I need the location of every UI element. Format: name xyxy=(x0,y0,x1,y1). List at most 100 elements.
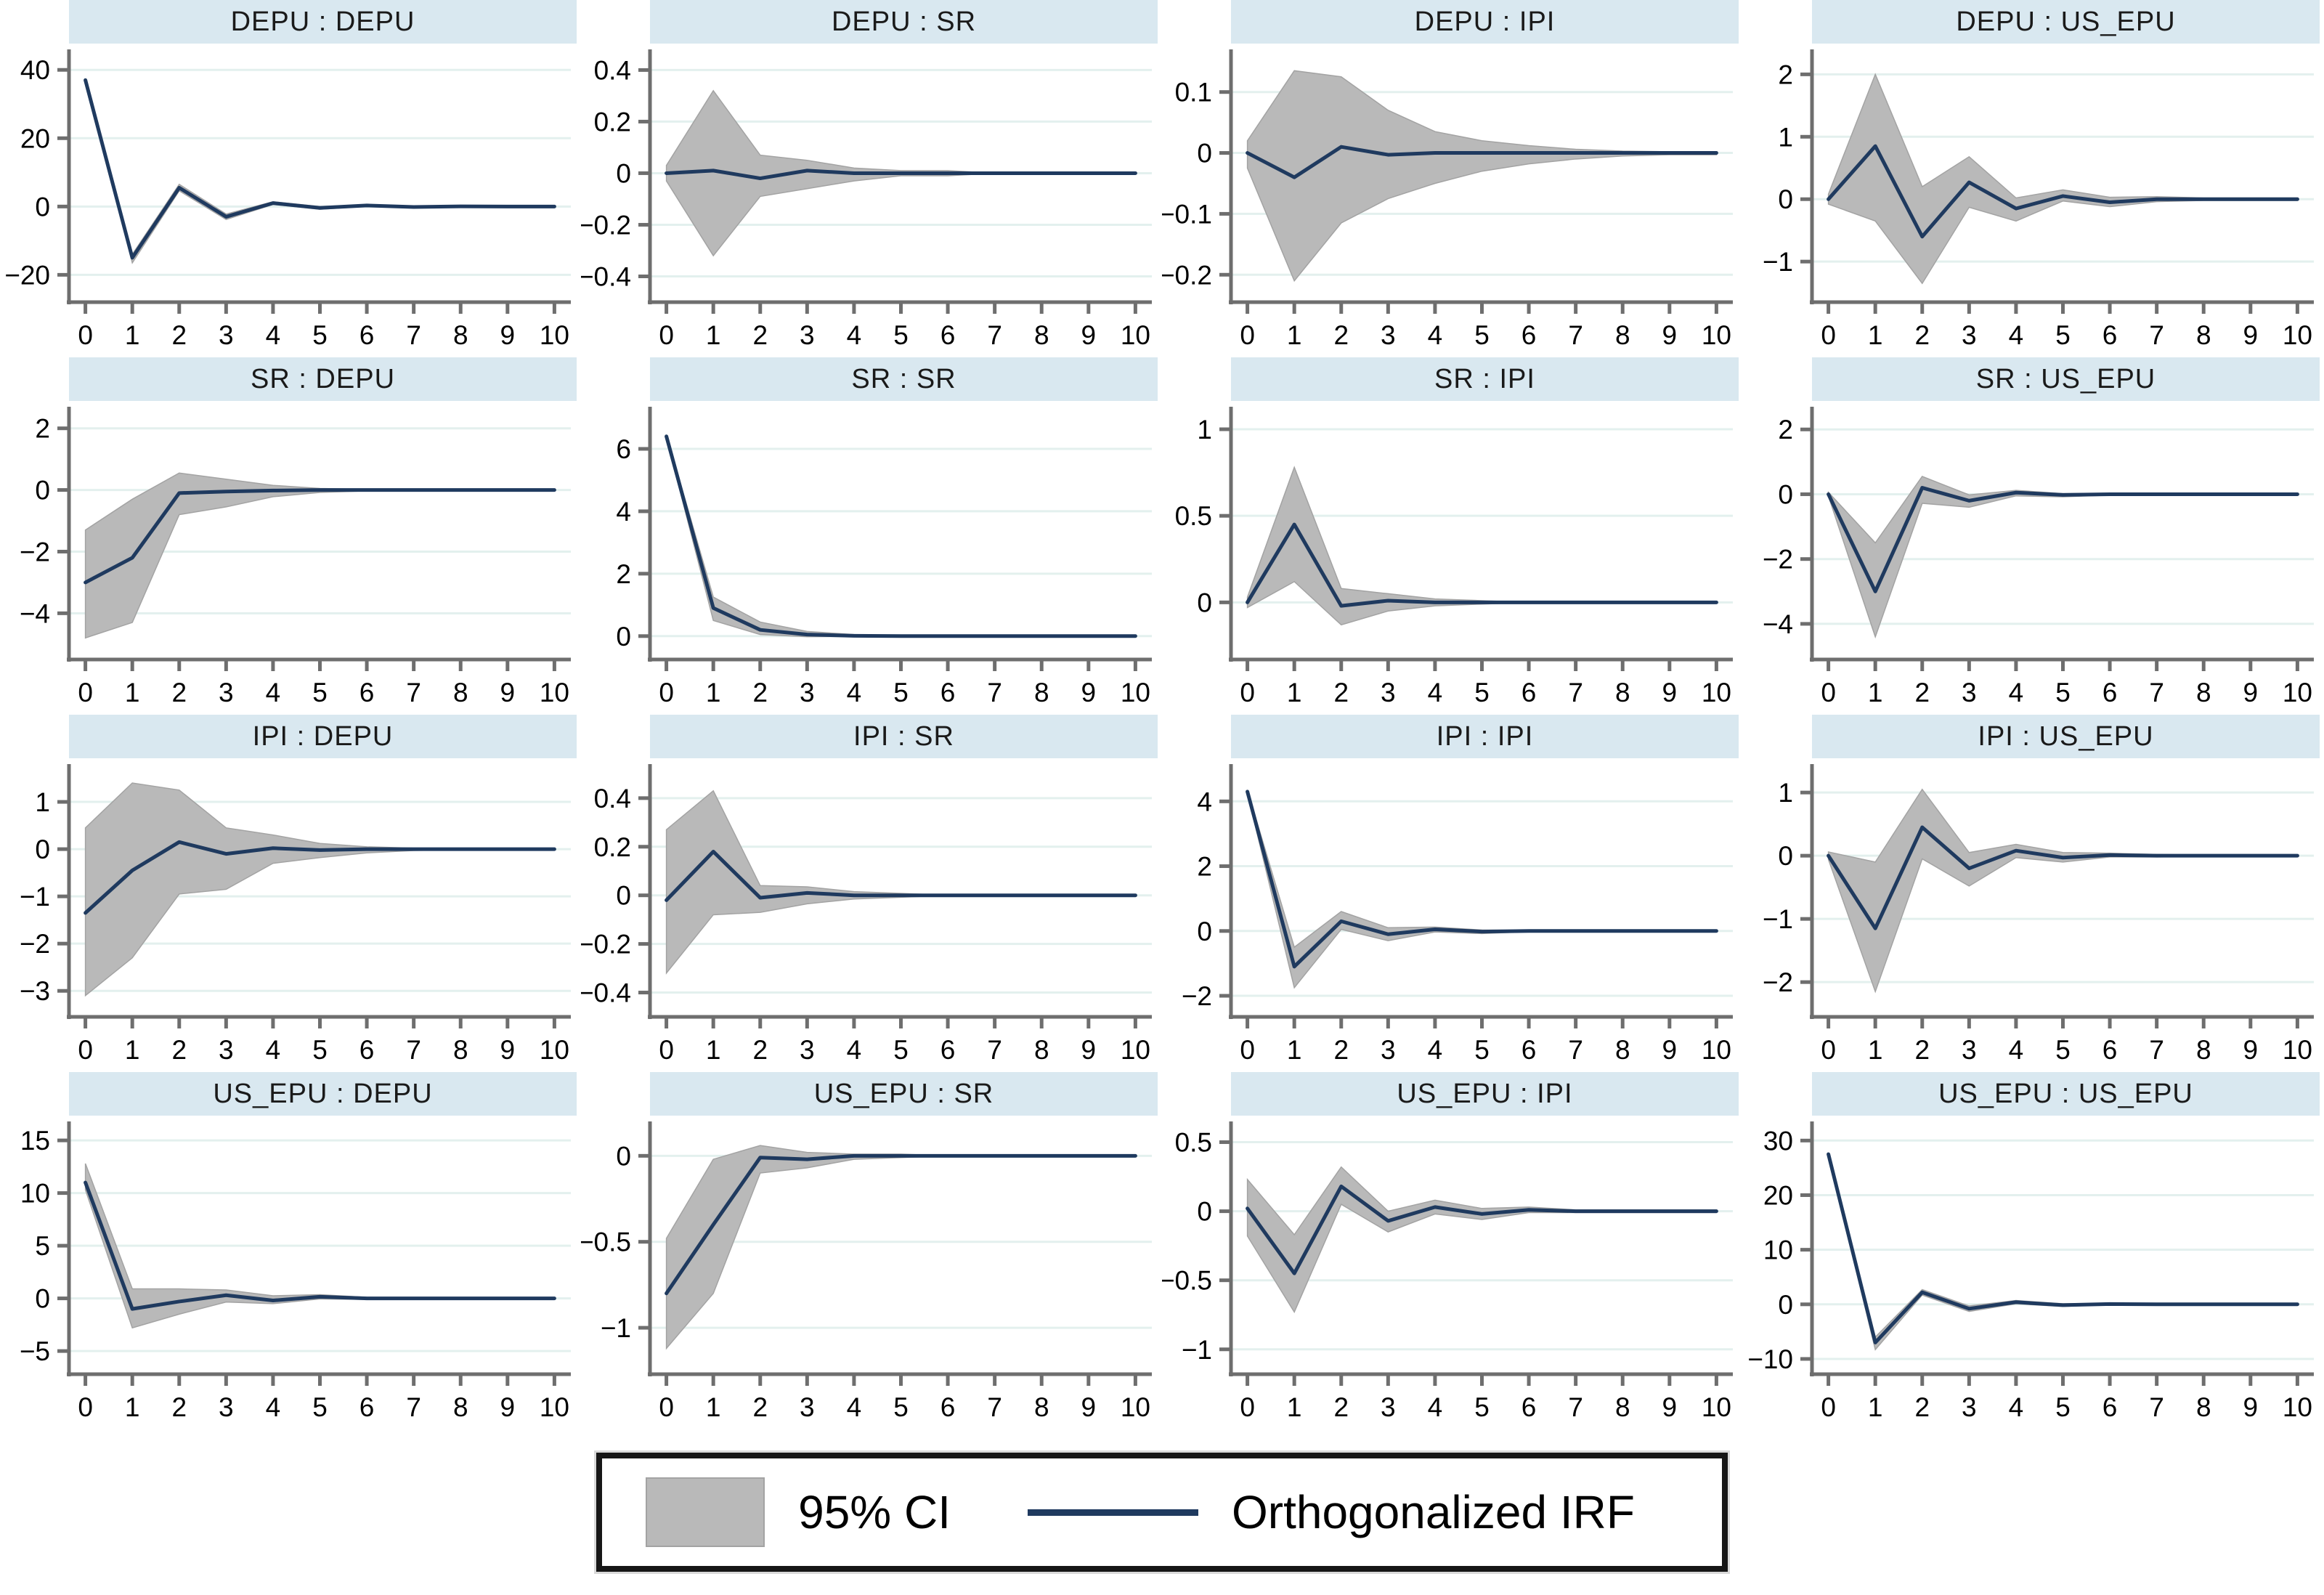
svg-text:5: 5 xyxy=(893,1035,909,1065)
svg-text:8: 8 xyxy=(1615,320,1630,350)
svg-text:2: 2 xyxy=(1914,1035,1930,1065)
svg-text:9: 9 xyxy=(1662,1035,1678,1065)
panel-title: DEPU : US_EPU xyxy=(1812,0,2320,44)
svg-text:5: 5 xyxy=(2055,678,2071,707)
svg-text:5: 5 xyxy=(35,1231,50,1261)
svg-text:3: 3 xyxy=(219,320,234,350)
svg-text:8: 8 xyxy=(453,1035,468,1065)
svg-text:4: 4 xyxy=(1428,1035,1443,1065)
svg-text:0: 0 xyxy=(35,192,50,222)
svg-text:8: 8 xyxy=(1034,1035,1049,1065)
panel-plot: 1 0.5 0 0 1 2 3 4 5 6 7 8 9 10 xyxy=(1175,407,1733,707)
irf-panel: DEPU : SR 0.4 0.2 0 −0.2 −0.4 0 1 2 3 4 5 6 7 8 9 10 xyxy=(581,0,1162,357)
panel-title: DEPU : SR xyxy=(650,0,1158,44)
svg-text:9: 9 xyxy=(2243,1392,2259,1422)
svg-text:2: 2 xyxy=(1333,1392,1349,1422)
svg-text:4: 4 xyxy=(1428,320,1443,350)
svg-text:4: 4 xyxy=(2009,320,2024,350)
svg-text:8: 8 xyxy=(453,678,468,707)
irf-panel: DEPU : US_EPU 2 1 0 −1 0 1 2 3 4 5 6 7 8 9 10 xyxy=(1743,0,2324,357)
svg-text:15: 15 xyxy=(20,1126,50,1156)
svg-text:10: 10 xyxy=(1702,1035,1731,1065)
svg-text:−5: −5 xyxy=(20,1336,50,1366)
svg-text:1: 1 xyxy=(1287,1035,1302,1065)
svg-text:−0.4: −0.4 xyxy=(581,978,631,1008)
svg-text:10: 10 xyxy=(20,1179,50,1209)
panel-plot: 0.4 0.2 0 −0.2 −0.4 0 1 2 3 4 5 6 7 8 9 10 xyxy=(581,764,1152,1065)
svg-text:5: 5 xyxy=(893,678,909,707)
svg-text:3: 3 xyxy=(219,678,234,707)
svg-text:4: 4 xyxy=(2009,1035,2024,1065)
svg-text:7: 7 xyxy=(2149,678,2164,707)
svg-text:7: 7 xyxy=(987,1392,1002,1422)
svg-text:10: 10 xyxy=(540,1035,569,1065)
svg-text:7: 7 xyxy=(2149,1392,2164,1422)
svg-text:3: 3 xyxy=(800,678,815,707)
svg-text:0: 0 xyxy=(78,320,93,350)
irf-panel: IPI : US_EPU 1 0 −1 −2 0 1 2 3 4 5 6 7 8 9 10 xyxy=(1743,715,2324,1072)
panel-title: US_EPU : US_EPU xyxy=(1812,1072,2320,1116)
svg-text:−1: −1 xyxy=(601,1313,631,1343)
svg-text:5: 5 xyxy=(1474,320,1490,350)
svg-text:−1: −1 xyxy=(1763,247,1793,277)
irf-panel: SR : DEPU 2 0 −2 −4 0 1 2 3 4 5 6 7 8 9 10 xyxy=(0,357,581,715)
irf-panel: DEPU : DEPU 40 20 0 −20 0 1 2 3 4 5 6 7 8 9 10 xyxy=(0,0,581,357)
svg-text:0: 0 xyxy=(659,1035,674,1065)
panel-plot: 30 20 10 0 −10 0 1 2 3 4 5 6 7 8 9 10 xyxy=(1747,1121,2314,1422)
svg-text:6: 6 xyxy=(616,434,631,464)
svg-text:6: 6 xyxy=(2102,1392,2118,1422)
svg-text:9: 9 xyxy=(500,678,516,707)
panel-title: US_EPU : SR xyxy=(650,1072,1158,1116)
svg-text:2: 2 xyxy=(1778,60,1793,89)
svg-text:0: 0 xyxy=(1197,588,1212,617)
svg-text:5: 5 xyxy=(312,320,328,350)
svg-text:5: 5 xyxy=(1474,1035,1490,1065)
svg-text:10: 10 xyxy=(1121,678,1150,707)
svg-text:0: 0 xyxy=(1778,479,1793,509)
svg-text:0: 0 xyxy=(1821,1035,1836,1065)
svg-text:10: 10 xyxy=(540,678,569,707)
svg-text:7: 7 xyxy=(1568,1035,1583,1065)
svg-text:1: 1 xyxy=(1197,415,1212,445)
svg-text:2: 2 xyxy=(752,1035,768,1065)
svg-text:−0.5: −0.5 xyxy=(1162,1266,1212,1296)
svg-text:9: 9 xyxy=(500,320,516,350)
svg-text:2: 2 xyxy=(1333,1035,1349,1065)
svg-text:2: 2 xyxy=(1333,678,1349,707)
svg-text:0: 0 xyxy=(616,881,631,911)
svg-text:8: 8 xyxy=(1034,320,1049,350)
svg-text:7: 7 xyxy=(406,320,421,350)
svg-text:1: 1 xyxy=(125,320,140,350)
svg-text:−2: −2 xyxy=(20,929,50,959)
svg-text:2: 2 xyxy=(171,320,187,350)
panel-title: IPI : IPI xyxy=(1231,715,1739,758)
svg-text:−10: −10 xyxy=(1747,1344,1793,1374)
svg-text:10: 10 xyxy=(2283,320,2312,350)
svg-text:−20: −20 xyxy=(4,260,50,290)
svg-text:10: 10 xyxy=(1702,1392,1731,1422)
svg-text:6: 6 xyxy=(359,1392,375,1422)
svg-text:5: 5 xyxy=(312,1035,328,1065)
svg-text:0: 0 xyxy=(35,476,50,506)
svg-text:9: 9 xyxy=(1081,1392,1097,1422)
svg-text:−0.2: −0.2 xyxy=(581,210,631,240)
svg-text:6: 6 xyxy=(1521,678,1537,707)
svg-text:7: 7 xyxy=(2149,320,2164,350)
panel-title: DEPU : IPI xyxy=(1231,0,1739,44)
svg-text:10: 10 xyxy=(1763,1235,1793,1265)
panel-plot: 0 −0.5 −1 0 1 2 3 4 5 6 7 8 9 10 xyxy=(581,1121,1152,1422)
panel-title: IPI : SR xyxy=(650,715,1158,758)
svg-text:4: 4 xyxy=(2009,678,2024,707)
svg-text:1: 1 xyxy=(706,320,721,350)
irf-panel-grid: DEPU : DEPU 40 20 0 −20 0 1 2 3 4 5 6 7 8 9 10 DEPU : … xyxy=(0,0,2324,1422)
svg-text:5: 5 xyxy=(2055,1035,2071,1065)
svg-text:7: 7 xyxy=(1568,678,1583,707)
svg-text:−2: −2 xyxy=(1763,545,1793,575)
svg-text:3: 3 xyxy=(1381,1392,1396,1422)
svg-text:−0.1: −0.1 xyxy=(1162,199,1212,229)
svg-text:0: 0 xyxy=(659,320,674,350)
svg-text:0: 0 xyxy=(616,158,631,188)
panel-title: IPI : US_EPU xyxy=(1812,715,2320,758)
panel-plot: 210−10 1 2 3 4 5 6 7 8 9 10 xyxy=(1763,49,2314,350)
